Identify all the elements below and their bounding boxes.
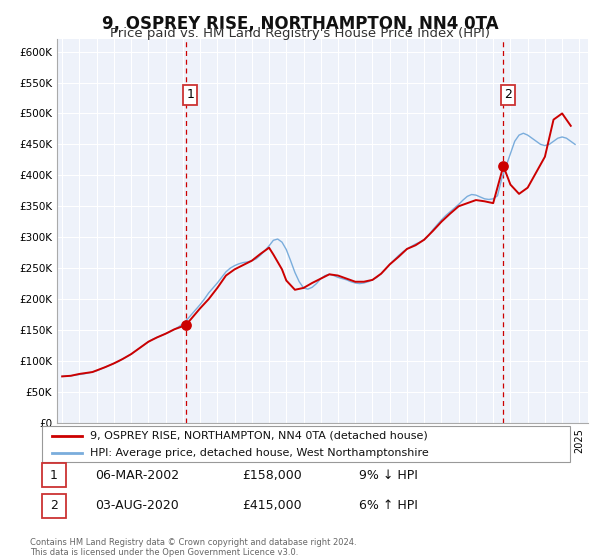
Text: 9, OSPREY RISE, NORTHAMPTON, NN4 0TA (detached house): 9, OSPREY RISE, NORTHAMPTON, NN4 0TA (de…: [89, 431, 427, 441]
Text: £158,000: £158,000: [242, 469, 302, 482]
Text: 9, OSPREY RISE, NORTHAMPTON, NN4 0TA: 9, OSPREY RISE, NORTHAMPTON, NN4 0TA: [101, 15, 499, 32]
Text: £415,000: £415,000: [242, 500, 302, 512]
Text: 1: 1: [50, 469, 58, 482]
Text: 2: 2: [504, 88, 512, 101]
Point: [499, 161, 508, 170]
Text: 9% ↓ HPI: 9% ↓ HPI: [359, 469, 418, 482]
FancyBboxPatch shape: [42, 463, 66, 487]
Text: Contains HM Land Registry data © Crown copyright and database right 2024.
This d: Contains HM Land Registry data © Crown c…: [30, 538, 356, 557]
Text: HPI: Average price, detached house, West Northamptonshire: HPI: Average price, detached house, West…: [89, 448, 428, 458]
Text: 6% ↑ HPI: 6% ↑ HPI: [359, 500, 418, 512]
FancyBboxPatch shape: [42, 494, 66, 518]
Text: 2: 2: [50, 500, 58, 512]
Text: 1: 1: [187, 88, 194, 101]
Text: 06-MAR-2002: 06-MAR-2002: [95, 469, 179, 482]
Point: [181, 320, 191, 329]
Text: 03-AUG-2020: 03-AUG-2020: [95, 500, 179, 512]
Text: Price paid vs. HM Land Registry's House Price Index (HPI): Price paid vs. HM Land Registry's House …: [110, 27, 490, 40]
